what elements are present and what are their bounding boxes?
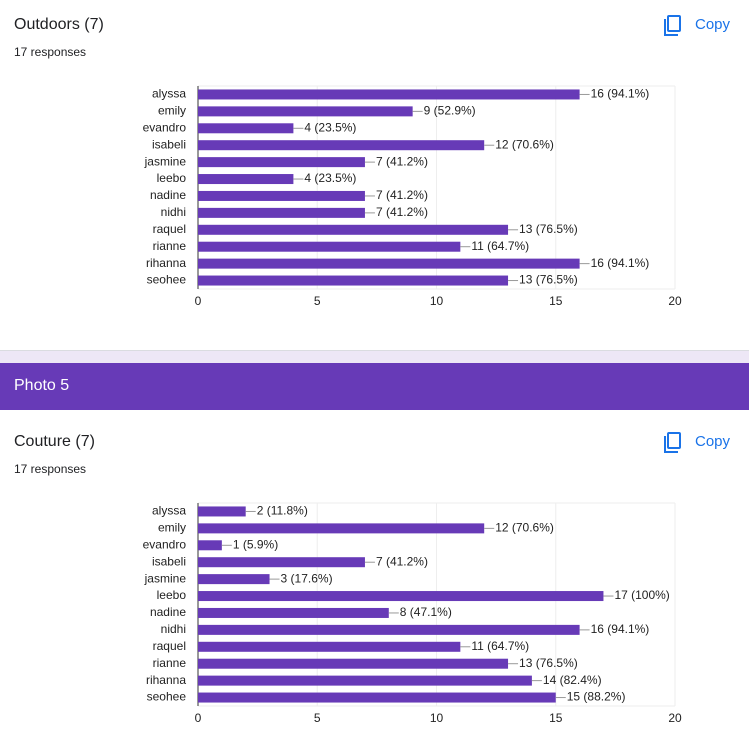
value-label: 13 (76.5%) [519,273,578,287]
bar [198,190,365,201]
copy-button[interactable]: Copy [695,433,731,450]
copy-icon[interactable] [664,19,678,36]
value-label: 9 (52.9%) [424,104,476,118]
value-label: 13 (76.5%) [519,656,578,670]
bar [198,157,365,168]
copy-button[interactable]: Copy [695,16,731,33]
category-label: nidhi [161,205,186,219]
category-label: rihanna [146,256,186,270]
x-tick-label: 5 [314,294,321,308]
category-label: nidhi [161,622,186,636]
value-label: 1 (5.9%) [233,537,278,551]
category-label: rianne [153,656,187,670]
x-tick-label: 5 [314,711,321,725]
response-count: 17 responses [14,45,86,59]
value-label: 17 (100%) [614,588,669,602]
bar [198,523,485,534]
bar [198,224,509,235]
category-label: nadine [150,188,186,202]
value-label: 11 (64.7%) [471,239,529,253]
x-tick-label: 0 [195,711,202,725]
category-label: emily [158,521,186,535]
section-header: Photo 5 [14,377,69,394]
value-label: 7 (41.2%) [376,188,428,202]
category-label: evandro [143,120,187,134]
bar [198,174,294,185]
value-label: 2 (11.8%) [257,504,308,518]
category-label: jasmine [144,571,187,585]
bar [198,241,461,252]
value-label: 16 (94.1%) [591,622,650,636]
section-header-bar [0,363,749,410]
bar [198,591,604,602]
value-label: 7 (41.2%) [376,205,428,219]
bar [198,123,294,134]
category-label: leebo [157,588,187,602]
value-label: 7 (41.2%) [376,554,428,568]
copy-icon[interactable] [667,15,681,32]
value-label: 4 (23.5%) [304,171,356,185]
bar [198,106,413,117]
bar [198,275,509,286]
x-tick-label: 20 [668,294,682,308]
category-label: alyssa [152,504,186,518]
bar [198,89,580,100]
value-label: 14 (82.4%) [543,673,602,687]
bar [198,140,485,151]
category-label: seohee [147,273,187,287]
bar [198,506,246,517]
category-label: rianne [153,239,187,253]
category-label: raquel [153,222,186,236]
x-tick-label: 0 [195,294,202,308]
category-label: evandro [143,537,187,551]
bar [198,574,270,585]
category-label: isabeli [152,137,186,151]
x-tick-label: 20 [668,711,682,725]
bar [198,540,222,551]
category-label: jasmine [144,154,187,168]
value-label: 15 (88.2%) [567,690,626,704]
value-label: 4 (23.5%) [304,120,356,134]
question-title: Couture (7) [14,433,95,450]
value-label: 16 (94.1%) [591,256,650,270]
bar [198,675,532,686]
category-label: nadine [150,605,186,619]
value-label: 12 (70.6%) [495,521,554,535]
section-gap [0,350,749,363]
copy-icon[interactable] [667,432,681,449]
category-label: alyssa [152,87,186,101]
value-label: 12 (70.6%) [495,137,554,151]
value-label: 3 (17.6%) [281,571,333,585]
category-label: seohee [147,690,187,704]
value-label: 7 (41.2%) [376,154,428,168]
value-label: 16 (94.1%) [591,87,650,101]
bar [198,624,580,635]
value-label: 13 (76.5%) [519,222,578,236]
category-label: rihanna [146,673,186,687]
x-tick-label: 10 [430,711,444,725]
response-count: 17 responses [14,462,86,476]
bar [198,692,556,703]
question-title: Outdoors (7) [14,16,104,33]
category-label: emily [158,104,186,118]
category-label: leebo [157,171,187,185]
category-label: raquel [153,639,186,653]
bar [198,557,365,568]
x-tick-label: 15 [549,294,563,308]
copy-icon[interactable] [664,436,678,453]
bar [198,258,580,269]
value-label: 11 (64.7%) [471,639,529,653]
category-label: isabeli [152,554,186,568]
x-tick-label: 15 [549,711,563,725]
value-label: 8 (47.1%) [400,605,452,619]
bar [198,658,509,669]
bar [198,641,461,652]
bar [198,607,389,618]
x-tick-label: 10 [430,294,444,308]
bar [198,207,365,218]
